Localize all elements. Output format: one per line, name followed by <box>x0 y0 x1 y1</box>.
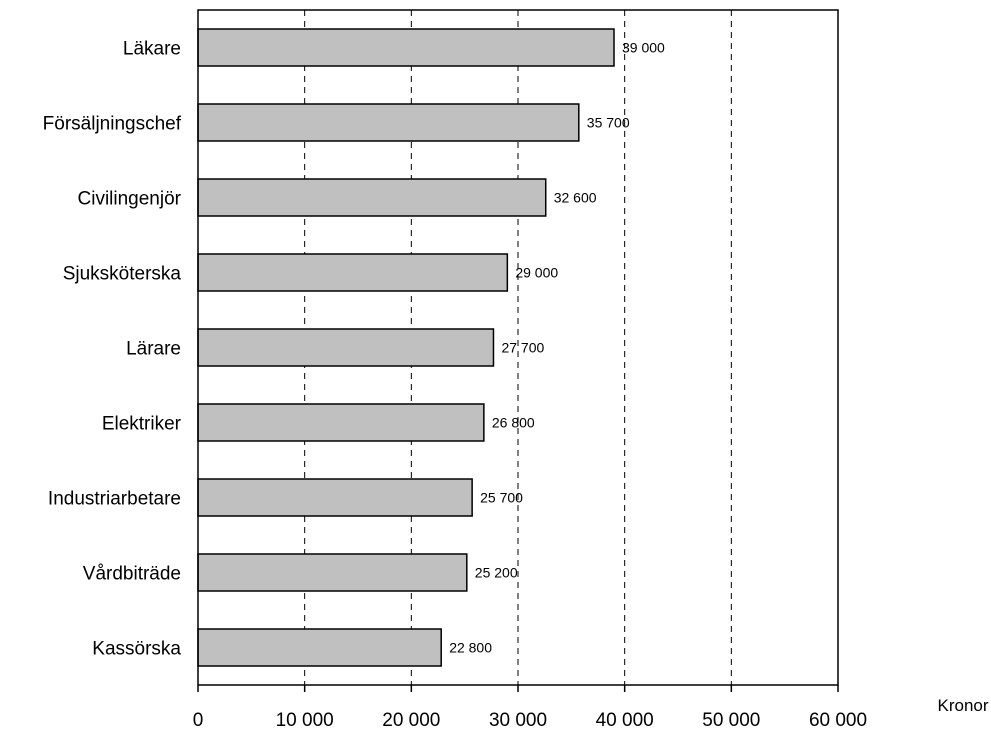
bar <box>197 403 485 442</box>
bar <box>197 328 495 367</box>
x-tick-label: 60 000 <box>809 710 867 731</box>
category-label: Lärare <box>126 339 181 360</box>
data-label: 26 800 <box>492 415 535 431</box>
x-tick-label: 40 000 <box>596 710 654 731</box>
bar <box>197 103 580 142</box>
data-label: 22 800 <box>449 640 492 656</box>
x-tick-label: 50 000 <box>702 710 760 731</box>
bar <box>197 253 509 292</box>
bars: 39 000 35 700 32 600 29 000 27 700 26 800 25 7… <box>197 28 665 667</box>
category-label: Läkare <box>123 39 181 60</box>
category-label: Kassörska <box>92 639 181 660</box>
data-label: 39 000 <box>622 40 665 56</box>
x-tick-label: 20 000 <box>382 710 440 731</box>
bar <box>197 553 468 592</box>
data-label: 35 700 <box>587 115 630 131</box>
x-tick-label: 10 000 <box>276 710 334 731</box>
category-label: Sjuksköterska <box>63 264 182 285</box>
data-label: 32 600 <box>554 190 597 206</box>
category-label: Vårdbiträde <box>83 564 181 585</box>
data-label: 27 700 <box>501 340 544 356</box>
category-label: Civilingenjör <box>78 189 182 210</box>
bar <box>197 628 442 667</box>
category-labels: Läkare Försäljningschef Civilingenjör Sjuks… <box>43 39 182 660</box>
bar <box>197 178 547 217</box>
data-label: 25 200 <box>475 565 518 581</box>
data-label: 29 000 <box>515 265 558 281</box>
x-axis-ticks: 0 10 000 20 000 30 000 40 000 50 000 60 000 <box>193 685 867 731</box>
data-label: 25 700 <box>480 490 523 506</box>
bar <box>197 478 473 517</box>
category-label: Elektriker <box>102 414 182 435</box>
category-label: Försäljningschef <box>43 114 182 135</box>
x-tick-label: 0 <box>193 710 204 731</box>
x-axis-label: Kronor <box>937 696 988 715</box>
category-label: Industriarbetare <box>48 489 181 510</box>
bar <box>197 28 615 67</box>
x-tick-label: 30 000 <box>489 710 547 731</box>
